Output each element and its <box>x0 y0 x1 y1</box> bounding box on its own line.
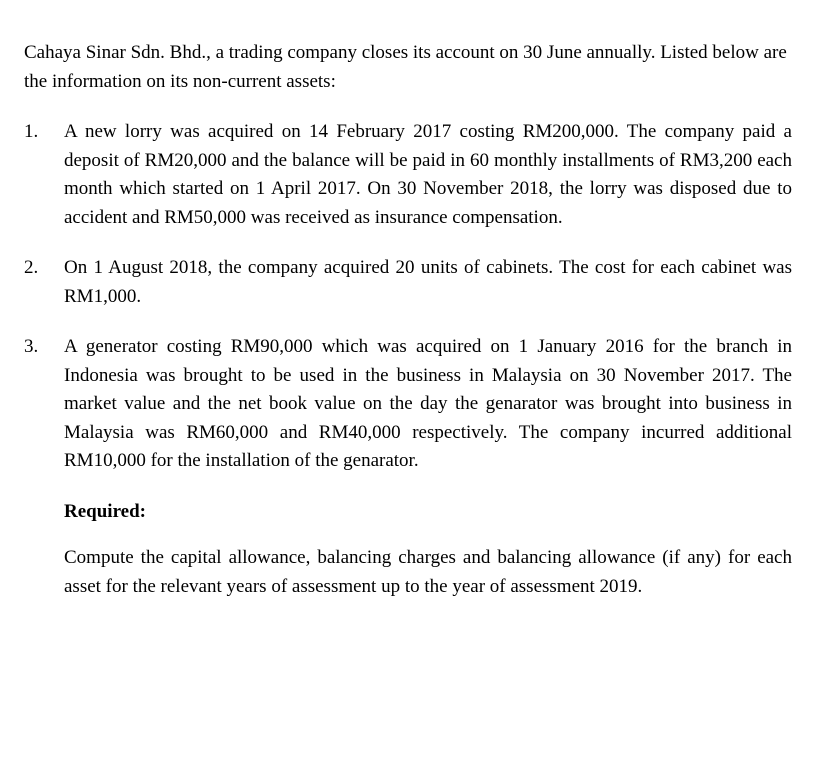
item-number: 3. <box>24 333 64 476</box>
required-text: Compute the capital allowance, balancing… <box>64 544 792 601</box>
required-heading: Required: <box>64 498 792 527</box>
item-body: On 1 August 2018, the company acquired 2… <box>64 254 792 311</box>
item-number: 2. <box>24 254 64 311</box>
list-item: 1. A new lorry was acquired on 14 Februa… <box>24 118 792 232</box>
item-body: A new lorry was acquired on 14 February … <box>64 118 792 232</box>
intro-paragraph: Cahaya Sinar Sdn. Bhd., a trading compan… <box>24 39 792 96</box>
item-number: 1. <box>24 118 64 232</box>
list-item: 2. On 1 August 2018, the company acquire… <box>24 254 792 311</box>
list-item: 3. A generator costing RM90,000 which wa… <box>24 333 792 476</box>
item-body: A generator costing RM90,000 which was a… <box>64 333 792 476</box>
